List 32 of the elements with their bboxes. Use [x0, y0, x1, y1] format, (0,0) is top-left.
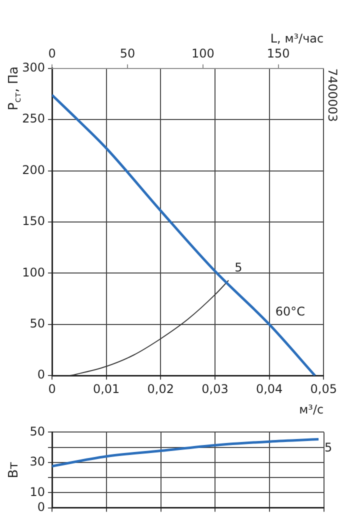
x2-tick-label: 50 [120, 46, 136, 60]
x-tick-label: 0,03 [202, 382, 228, 396]
y-tick-label: 100 [22, 265, 45, 280]
y-tick-label: 0 [37, 500, 45, 514]
y-tick-label: 0 [37, 368, 45, 382]
annotation: 5 [324, 440, 332, 454]
x2-tick-label: 150 [266, 46, 290, 60]
text: 7400003 [326, 68, 340, 122]
annotation: 60°C [275, 304, 305, 319]
line-series [52, 94, 316, 376]
x-tick-label: 0 [48, 382, 56, 396]
line-series [52, 438, 320, 468]
y-tick-label: 150 [22, 214, 45, 228]
x-tick-label: 0,04 [256, 382, 283, 396]
x-tick-label: 0,01 [92, 382, 120, 396]
y-tick-label: 250 [22, 112, 45, 126]
y-tick-label: 50 [30, 424, 45, 438]
annotation: 5 [234, 260, 242, 274]
y-axis-title: Pст, Па [6, 66, 24, 110]
y-tick-label: 200 [22, 162, 45, 177]
x2-tick-label: 100 [191, 46, 214, 60]
x2-axis-title: L, м³/час [270, 31, 324, 46]
x-tick-label: 0,05 [310, 382, 337, 396]
y-tick-label: 50 [30, 316, 45, 331]
x2-tick-label: 0 [48, 46, 56, 60]
y-tick-label: 10 [30, 484, 45, 499]
y-tick-label: 300 [22, 60, 45, 75]
y-tick-label: 30 [30, 454, 45, 469]
line-series [52, 280, 230, 376]
y-axis-title: Вт [6, 461, 22, 478]
x-tick-label: 0,02 [147, 382, 174, 396]
x-axis-title: м³/с [299, 402, 324, 417]
